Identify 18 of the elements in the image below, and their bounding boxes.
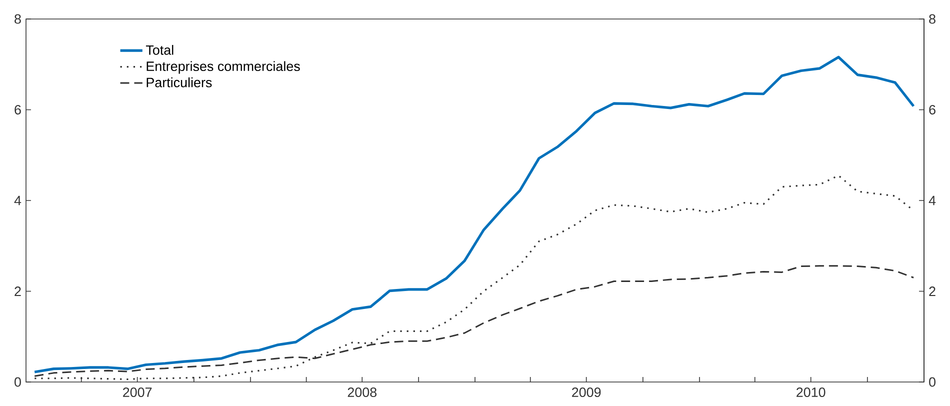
y-tick-label: 2 — [14, 286, 21, 296]
y-tick-label: 6 — [14, 104, 21, 115]
y-tick-label: 4 — [14, 196, 22, 206]
x-tick-label: 2007 — [123, 388, 152, 398]
x-tick-label: 2009 — [572, 388, 601, 398]
y2-tick-label: 4 — [928, 196, 936, 206]
y2-tick-label: 6 — [929, 104, 936, 115]
x-tick-label: 2010 — [796, 388, 826, 398]
y-tick-label: 0 — [14, 377, 21, 387]
legend-label: Total — [146, 44, 174, 55]
y-tick-label: 8 — [14, 14, 21, 24]
y2-tick-label: 8 — [929, 14, 936, 24]
y2-tick-label: 0 — [929, 377, 936, 387]
line-series — [33, 56, 915, 374]
y2-tick-label: 2 — [929, 286, 936, 296]
x-tick-label: 2008 — [348, 388, 377, 398]
legend-label: Particuliers — [146, 77, 212, 88]
legend-label: Entreprises commerciales — [146, 61, 300, 74]
